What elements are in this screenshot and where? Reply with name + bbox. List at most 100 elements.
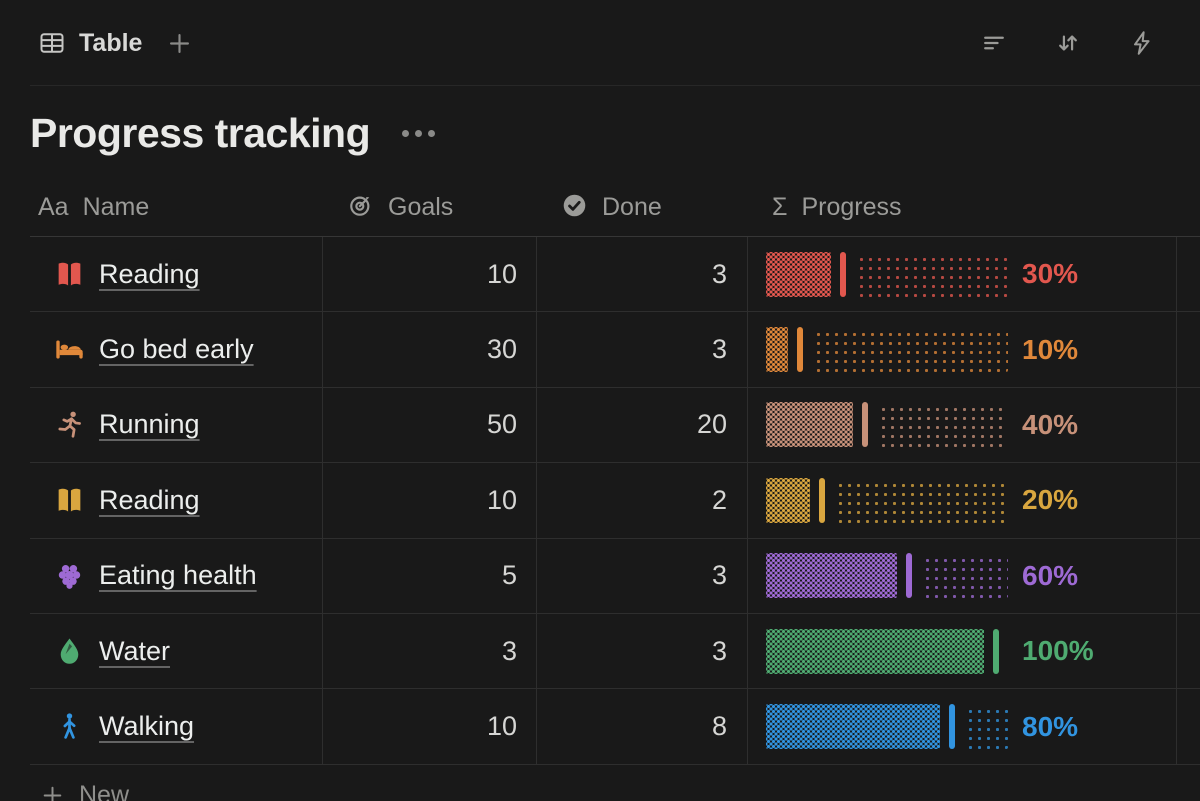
walker-icon xyxy=(54,711,85,742)
runner-icon xyxy=(54,409,85,440)
progress-percent-label: 20% xyxy=(1022,484,1079,516)
progress-percent-label: 10% xyxy=(1022,333,1079,365)
progress-bar-marker xyxy=(840,251,846,297)
progress-cell[interactable]: 10% xyxy=(748,312,1177,387)
done-cell[interactable]: 2 xyxy=(537,463,748,538)
goals-cell[interactable]: 10 xyxy=(323,463,537,538)
grapes-icon xyxy=(54,560,85,591)
page-link[interactable]: Go bed early xyxy=(99,334,254,365)
progress-bar-filled xyxy=(766,327,788,373)
goals-cell[interactable]: 50 xyxy=(323,387,537,463)
column-header-progress[interactable]: Σ Progress xyxy=(748,193,1177,222)
check-circle-icon xyxy=(561,192,588,224)
name-cell[interactable]: Reading xyxy=(30,237,323,312)
progress-bar-remainder xyxy=(834,477,1008,523)
column-header-name[interactable]: Aa Name xyxy=(30,193,323,222)
open-book-icon xyxy=(54,485,85,516)
progress-cell[interactable]: 30% xyxy=(748,237,1177,312)
spacer-cell xyxy=(1177,463,1200,537)
tab-table-view[interactable]: Table xyxy=(36,25,144,62)
page-link[interactable]: Water xyxy=(99,635,171,666)
table-row: Reading 10 3 30% xyxy=(30,237,1200,313)
progress-bar-remainder xyxy=(855,251,1008,297)
progress-cell[interactable]: 80% xyxy=(748,689,1177,764)
page-link[interactable]: Walking xyxy=(99,711,195,742)
new-row-button[interactable]: New xyxy=(30,765,1200,801)
progress-bar-remainder xyxy=(921,553,1008,599)
sort-icon[interactable] xyxy=(1048,23,1088,63)
view-toolbar: Table xyxy=(0,0,1200,86)
column-label: Progress xyxy=(801,193,902,221)
plus-icon[interactable] xyxy=(160,24,199,63)
progress-bar-marker xyxy=(862,402,868,448)
column-header-goals[interactable]: Goals xyxy=(323,192,537,224)
progress-bar-marker xyxy=(819,477,825,523)
page-link[interactable]: Eating health xyxy=(99,560,257,591)
table-row: Walking 10 8 80% xyxy=(30,689,1200,765)
progress-percent-label: 40% xyxy=(1022,408,1079,440)
name-cell[interactable]: Water xyxy=(30,613,323,689)
name-cell[interactable]: Reading xyxy=(30,463,323,538)
table-row: Eating health 5 3 60% xyxy=(30,538,1200,614)
progress-bar-filled xyxy=(766,477,810,523)
text-icon: Aa xyxy=(38,193,69,221)
column-label: Goals xyxy=(388,193,454,221)
done-cell[interactable]: 3 xyxy=(537,613,748,689)
done-cell[interactable]: 3 xyxy=(537,237,748,312)
progress-cell[interactable]: 100% xyxy=(748,613,1177,689)
spacer-cell xyxy=(1177,539,1200,613)
progress-bar-marker xyxy=(949,704,955,750)
spacer-cell xyxy=(1177,388,1200,462)
progress-cell[interactable]: 40% xyxy=(748,387,1177,463)
droplet-icon xyxy=(54,636,85,667)
view-tab-label: Table xyxy=(79,28,143,57)
table-rows: Reading 10 3 30% Go bed early 30 3 10% R xyxy=(30,237,1200,765)
progress-bar-marker xyxy=(797,327,803,373)
name-cell[interactable]: Running xyxy=(30,387,323,463)
table-icon xyxy=(38,29,66,57)
name-cell[interactable]: Walking xyxy=(30,689,323,764)
goals-cell[interactable]: 3 xyxy=(323,613,537,689)
progress-bar-filled xyxy=(766,553,897,599)
done-cell[interactable]: 8 xyxy=(537,689,748,764)
column-label: Name xyxy=(82,193,150,221)
progress-bar-remainder xyxy=(877,402,1008,448)
new-row-label: New xyxy=(79,780,130,801)
goals-cell[interactable]: 5 xyxy=(323,538,537,613)
table-header: Aa Name Goals Done Σ Progress xyxy=(30,179,1200,237)
progress-bar-marker xyxy=(993,628,999,674)
name-cell[interactable]: Eating health xyxy=(30,538,323,613)
goals-cell[interactable]: 30 xyxy=(323,312,537,387)
plus-icon xyxy=(43,786,62,801)
page-link[interactable]: Reading xyxy=(99,484,200,515)
progress-percent-label: 80% xyxy=(1022,710,1079,742)
done-cell[interactable]: 3 xyxy=(537,312,748,387)
open-book-icon xyxy=(54,259,85,290)
progress-bar-remainder xyxy=(964,704,1008,750)
progress-percent-label: 60% xyxy=(1022,559,1079,591)
goals-cell[interactable]: 10 xyxy=(323,237,537,312)
lightning-icon[interactable] xyxy=(1122,23,1162,63)
done-cell[interactable]: 20 xyxy=(537,387,748,463)
target-icon xyxy=(347,192,374,224)
ellipsis-icon[interactable] xyxy=(396,124,441,143)
progress-percent-label: 30% xyxy=(1022,258,1079,290)
toolbar-divider xyxy=(30,85,1200,86)
spacer-cell xyxy=(1177,614,1200,688)
goals-cell[interactable]: 10 xyxy=(323,689,537,764)
filter-icon[interactable] xyxy=(974,23,1014,63)
page-link[interactable]: Running xyxy=(99,409,200,440)
progress-bar-filled xyxy=(766,251,831,297)
page-link[interactable]: Reading xyxy=(99,258,200,289)
sigma-icon: Σ xyxy=(772,193,788,221)
column-header-done[interactable]: Done xyxy=(537,192,748,224)
progress-cell[interactable]: 60% xyxy=(748,538,1177,613)
name-cell[interactable]: Go bed early xyxy=(30,312,323,387)
spacer-cell xyxy=(1177,237,1200,311)
bed-icon xyxy=(54,334,85,365)
table-row: Water 3 3 100% xyxy=(30,613,1200,690)
progress-percent-label: 100% xyxy=(1022,635,1094,667)
progress-cell[interactable]: 20% xyxy=(748,463,1177,538)
done-cell[interactable]: 3 xyxy=(537,538,748,613)
spacer-cell xyxy=(1177,689,1200,763)
